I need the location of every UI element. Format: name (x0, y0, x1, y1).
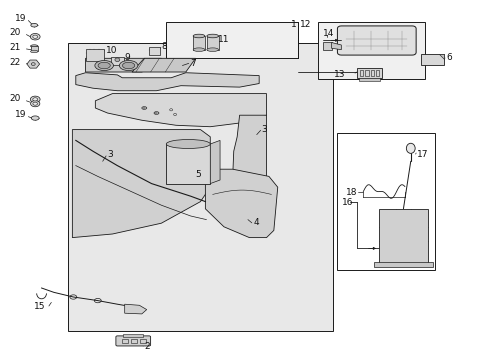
Ellipse shape (33, 102, 38, 105)
Polygon shape (72, 130, 210, 238)
Polygon shape (232, 115, 266, 210)
Ellipse shape (30, 100, 40, 107)
Bar (206, 36, 218, 50)
Bar (317, 22, 425, 79)
Text: 17: 17 (416, 150, 427, 158)
Bar (365, 70, 368, 76)
Bar (375, 70, 379, 76)
Text: 1: 1 (290, 20, 296, 29)
Bar (193, 36, 204, 50)
Bar (166, 144, 210, 184)
Ellipse shape (193, 48, 204, 51)
Bar (359, 70, 363, 76)
Bar (378, 209, 427, 263)
Ellipse shape (206, 48, 218, 51)
Bar (140, 339, 145, 343)
FancyBboxPatch shape (337, 26, 415, 55)
Text: 11: 11 (217, 35, 229, 44)
Text: 12: 12 (299, 20, 310, 29)
Text: 20: 20 (10, 28, 21, 37)
Text: 3: 3 (261, 125, 267, 134)
Ellipse shape (166, 139, 210, 148)
Ellipse shape (33, 35, 38, 38)
Ellipse shape (115, 58, 120, 62)
Bar (166, 22, 298, 58)
Polygon shape (124, 304, 146, 314)
Ellipse shape (30, 96, 40, 103)
Ellipse shape (30, 50, 38, 53)
Bar (337, 133, 434, 270)
Ellipse shape (206, 34, 218, 38)
Ellipse shape (98, 62, 110, 69)
Text: 13: 13 (333, 70, 345, 79)
Text: 8: 8 (162, 42, 167, 51)
Ellipse shape (406, 143, 414, 153)
Bar (356, 68, 382, 78)
Bar (322, 42, 331, 50)
Bar (370, 70, 373, 76)
Text: 18: 18 (345, 188, 356, 197)
Ellipse shape (30, 33, 40, 40)
Bar (30, 46, 38, 51)
Bar (373, 262, 432, 267)
Polygon shape (95, 94, 266, 127)
Polygon shape (438, 54, 443, 59)
Ellipse shape (193, 34, 204, 38)
Text: 3: 3 (107, 150, 113, 159)
Text: 14: 14 (322, 29, 333, 38)
Bar (123, 334, 142, 337)
Text: 19: 19 (15, 110, 26, 119)
Text: 19: 19 (15, 14, 26, 23)
Text: 15: 15 (34, 302, 46, 311)
Ellipse shape (33, 98, 38, 101)
Bar (111, 57, 123, 65)
Text: 5: 5 (195, 170, 201, 179)
Text: 6: 6 (445, 53, 451, 62)
Ellipse shape (31, 23, 38, 27)
Bar (85, 49, 104, 61)
Text: 21: 21 (10, 43, 21, 52)
Ellipse shape (31, 116, 39, 120)
FancyBboxPatch shape (116, 336, 150, 346)
Bar (359, 78, 379, 81)
Polygon shape (76, 73, 259, 91)
Ellipse shape (119, 60, 138, 71)
Text: 16: 16 (342, 198, 353, 207)
Bar (131, 339, 137, 343)
Text: 10: 10 (105, 46, 117, 55)
Text: 2: 2 (144, 342, 150, 351)
Text: 22: 22 (10, 58, 21, 67)
Ellipse shape (30, 45, 38, 47)
Text: 9: 9 (124, 54, 130, 63)
Polygon shape (210, 140, 220, 184)
Text: 7: 7 (189, 58, 195, 68)
Bar (420, 54, 443, 65)
Bar (149, 47, 160, 55)
Polygon shape (331, 42, 341, 50)
Bar (122, 339, 128, 343)
Bar (68, 43, 332, 331)
Polygon shape (85, 58, 161, 72)
Text: 20: 20 (10, 94, 21, 103)
Ellipse shape (95, 60, 113, 71)
Text: 4: 4 (253, 218, 259, 227)
Polygon shape (132, 58, 195, 72)
Ellipse shape (122, 62, 135, 69)
Ellipse shape (31, 63, 35, 66)
Polygon shape (205, 169, 277, 238)
Polygon shape (27, 60, 40, 68)
